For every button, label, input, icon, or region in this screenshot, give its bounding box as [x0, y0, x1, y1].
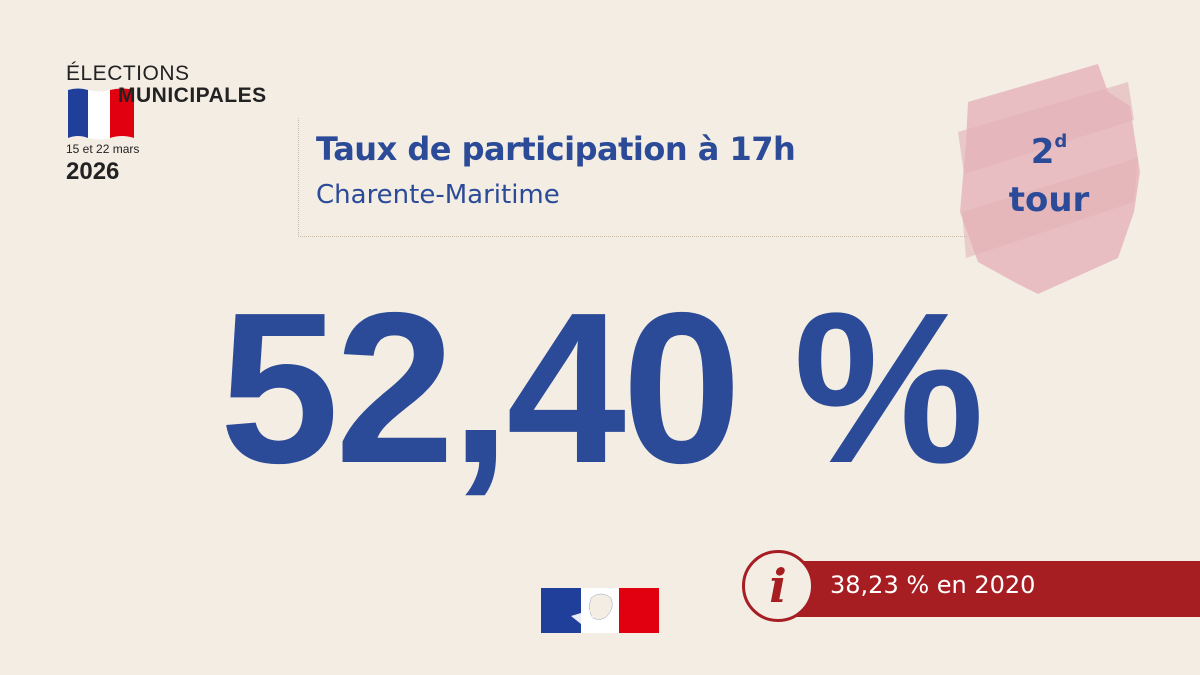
round-number: 2 [1030, 132, 1055, 172]
french-flag-icon [68, 88, 134, 140]
participation-rate-value: 52,40 % [219, 267, 985, 508]
marianne-logo [541, 588, 659, 633]
page-title: Taux de participation à 17h [316, 130, 796, 168]
round-ordinal: d [1054, 131, 1068, 152]
round-badge-brush [958, 64, 1140, 294]
previous-rate-text: 38,23 % en 2020 [830, 571, 1036, 599]
department-subtitle: Charente-Maritime [316, 180, 560, 210]
info-icon: i [742, 550, 814, 622]
logo-elections-label: ÉLECTIONS [66, 62, 190, 85]
logo-dates: 15 et 22 mars [66, 142, 140, 156]
election-logo: ÉLECTIONS MUNICIPALES 15 et 22 mars 2026 [0, 0, 300, 200]
logo-year: 2026 [66, 158, 120, 185]
round-word: tour [1008, 180, 1090, 220]
round-badge: 2d tour [958, 128, 1140, 224]
info-bar-background [770, 561, 1200, 617]
logo-municipales-label: MUNICIPALES [118, 84, 267, 107]
title-frame [298, 118, 967, 237]
